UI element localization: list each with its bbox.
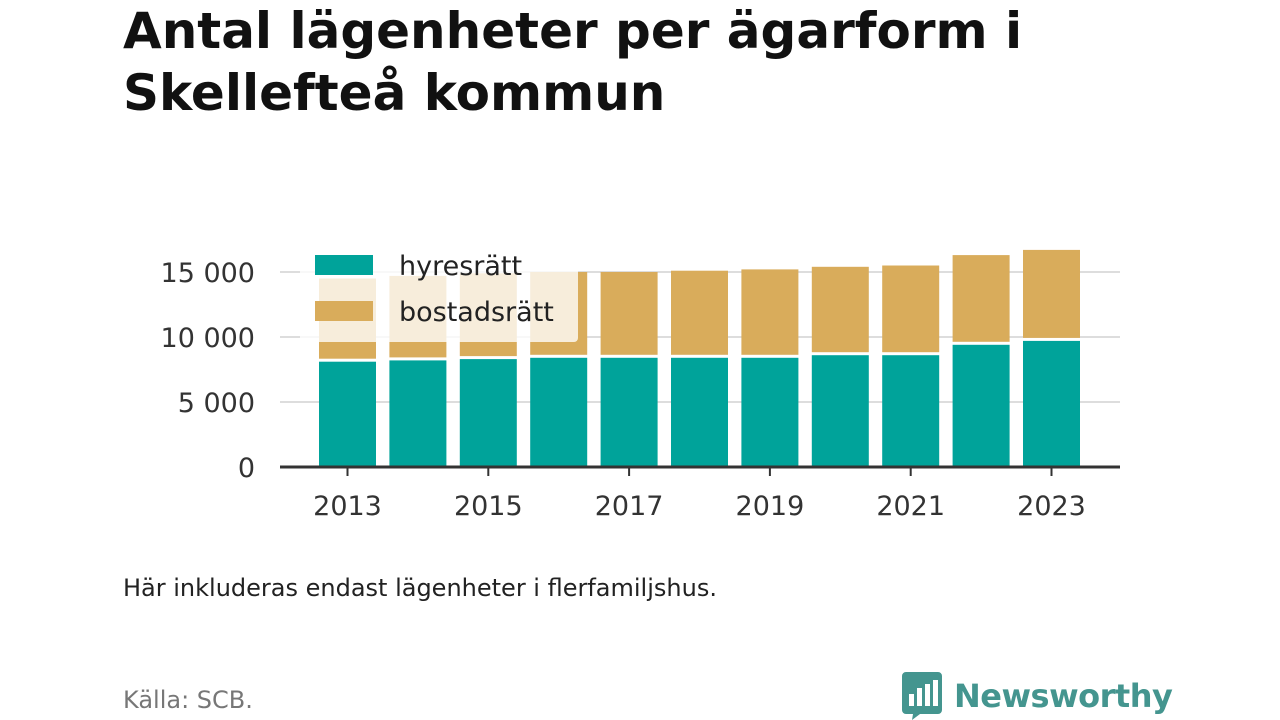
- bar-bostadsratt: [741, 269, 799, 355]
- x-tick-label: 2021: [876, 491, 945, 522]
- bar-hyresratt: [882, 355, 940, 467]
- chart-title: Antal lägenheter per ägarform i Skelleft…: [123, 2, 1023, 122]
- x-tick-label: 2023: [1017, 491, 1086, 522]
- y-tick-label: 10 000: [161, 323, 255, 354]
- bar-hyresratt: [1023, 340, 1080, 467]
- bar-hyresratt: [530, 357, 588, 467]
- x-tick-label: 2013: [313, 491, 382, 522]
- brand-logo[interactable]: Newsworthy: [902, 672, 1173, 720]
- bar-bostadsratt: [600, 272, 658, 355]
- bar-hyresratt: [319, 361, 376, 467]
- brand-name: Newsworthy: [954, 677, 1173, 715]
- bar-hyresratt: [741, 357, 799, 467]
- bar-bostadsratt: [671, 270, 728, 355]
- bar-bostadsratt: [811, 266, 869, 353]
- legend: hyresrätt bostadsrätt: [300, 238, 578, 342]
- legend-label-hyresratt: hyresrätt: [399, 251, 522, 282]
- bar-chart-speech-bubble-icon: [902, 672, 942, 720]
- x-tick-label: 2017: [595, 491, 664, 522]
- y-tick-label: 5 000: [178, 388, 255, 419]
- source-text: Källa: SCB.: [123, 686, 253, 714]
- x-axis-ticks: 2013 2015 2017 2019 2021 2023: [313, 467, 1086, 522]
- bar-hyresratt: [671, 357, 728, 467]
- x-tick-label: 2015: [454, 491, 523, 522]
- legend-swatch-hyresratt: [315, 255, 373, 275]
- y-tick-label: 0: [238, 453, 255, 484]
- x-tick-label: 2019: [736, 491, 805, 522]
- bar-hyresratt: [952, 344, 1010, 467]
- bar-bostadsratt: [882, 265, 940, 353]
- chart-note: Här inkluderas endast lägenheter i flerf…: [123, 574, 717, 602]
- bar-hyresratt: [389, 360, 447, 467]
- bar-hyresratt: [811, 355, 869, 467]
- bar-hyresratt: [600, 357, 658, 467]
- bar-hyresratt: [459, 359, 517, 467]
- legend-label-bostadsratt: bostadsrätt: [399, 297, 554, 328]
- bar-bostadsratt: [952, 255, 1010, 342]
- bar-bostadsratt: [1023, 249, 1080, 338]
- y-axis-ticks: 0 5 000 10 000 15 000: [161, 258, 255, 484]
- y-tick-label: 15 000: [161, 258, 255, 289]
- legend-swatch-bostadsratt: [315, 301, 373, 321]
